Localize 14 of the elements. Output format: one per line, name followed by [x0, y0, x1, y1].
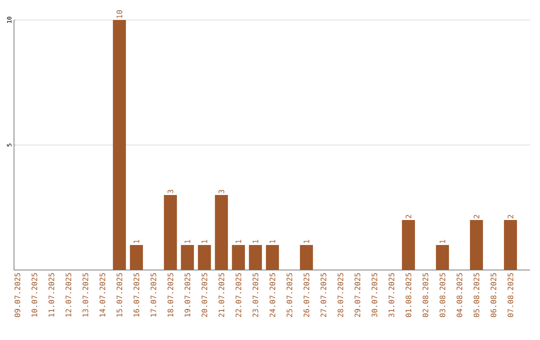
bar: [232, 245, 245, 270]
bar: [470, 220, 483, 270]
bar: [436, 245, 449, 270]
bar: [266, 245, 279, 270]
bar: [112, 20, 126, 270]
bar: [130, 245, 143, 270]
bar: [248, 245, 262, 270]
bar: [214, 195, 228, 270]
bar: [402, 220, 415, 270]
bar: [164, 195, 177, 270]
bar: [300, 245, 313, 270]
bar: [180, 245, 194, 270]
bar: [198, 245, 211, 270]
bar: [504, 220, 517, 270]
